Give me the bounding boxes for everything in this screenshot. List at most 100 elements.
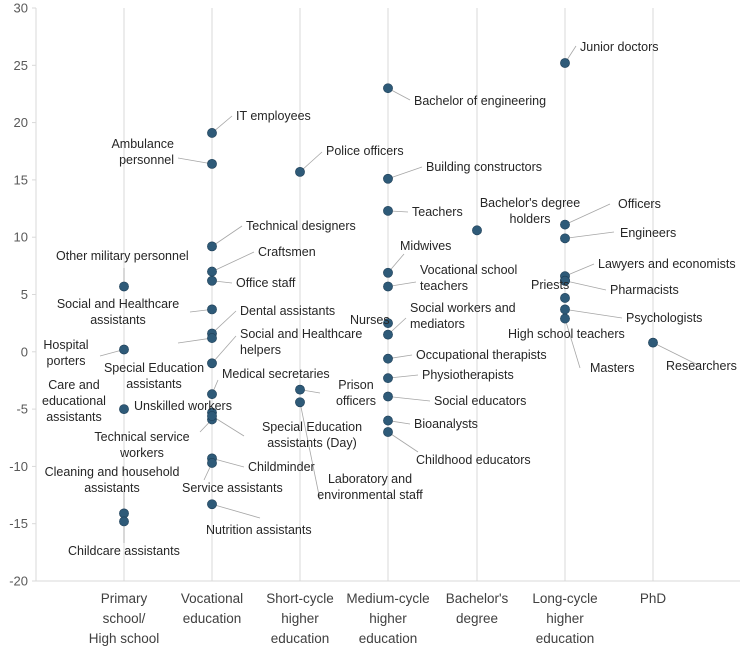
leader-line [299,402,321,501]
data-label: Pharmacists [610,283,679,297]
x-category-label: Short-cycle higher education [266,591,334,646]
x-category-label: Primary school/High school [89,591,160,646]
data-point [207,304,217,315]
data-point [560,219,570,230]
x-category-label: Vocational education [181,591,243,626]
data-label: Medical secretaries [222,367,330,381]
leader-line [564,318,581,369]
data-point [383,281,393,292]
data-label: Laboratory and environmental staff [317,472,423,502]
data-point [207,241,217,252]
data-labels: Other military personnel Hospital porters C… [42,40,737,558]
data-point [560,293,570,303]
data-label: Teachers [412,205,463,219]
data-label: Childminder [248,460,315,474]
data-label: Hospital porters [43,338,88,368]
data-point [383,329,393,340]
x-category-label: Medium-cycle higher education [346,591,429,646]
data-point [207,275,217,286]
y-tick-label: -20 [9,574,28,589]
data-point [295,384,305,395]
data-label: Social and Healthcare assistants [57,297,179,327]
data-point [560,313,570,324]
data-label: Building constructors [426,160,542,174]
data-point [207,266,217,277]
leader-line [387,166,423,180]
data-point [383,353,393,364]
data-point [207,458,217,468]
data-label: Dental assistants [240,304,335,318]
data-point [207,358,217,369]
data-label: Unskilled workers [134,399,232,413]
data-point [383,173,393,184]
leader-line [211,225,243,247]
data-label: Vocational school teachers [420,263,517,293]
data-label: Priests [531,278,569,292]
leader-line [564,231,615,239]
data-label: High school teachers [508,327,625,341]
x-category-label: Long-cycle higher education [532,591,597,646]
y-tick-label: 30 [14,1,28,16]
leader-line [211,415,245,437]
data-point [383,391,393,402]
data-point [119,281,129,292]
data-point [560,58,570,68]
leader-line [211,457,245,468]
x-category-label: Bachelor's degree [446,591,509,626]
data-label: Service assistants [182,481,283,495]
leader-line [177,337,213,344]
x-category-label: PhD [640,591,667,606]
leader-line [211,251,255,272]
data-label: Craftsmen [258,245,316,259]
data-label: Social and Healthcare helpers [240,327,362,357]
y-tick-label: -10 [9,459,28,474]
leader-line [387,396,431,402]
data-label: Psychologists [626,311,702,325]
data-label: Cleaning and household assistants [45,465,180,495]
label-leader-lines [99,45,701,543]
data-label: Engineers [620,226,676,240]
data-point [207,499,217,510]
data-label: Junior doctors [580,40,659,54]
leader-line [564,263,595,277]
data-point [207,411,217,421]
y-tick-label: 0 [21,344,28,359]
leader-line [564,309,623,319]
data-point [560,275,570,286]
y-tick-label: 10 [14,230,28,245]
leader-line [211,310,237,334]
data-label: Lawyers and economists [598,257,736,271]
data-point [383,83,393,94]
data-label: Special Education assistants (Day) [262,420,362,450]
gridlines [35,8,740,582]
data-label: Special Education assistants [104,361,204,391]
data-point [207,333,217,343]
data-label: Ambulance personnel [111,137,174,167]
y-tick-label: -5 [16,402,28,417]
data-label: Physiotherapists [422,368,514,382]
data-label: Nurses [350,313,390,327]
data-label: Bachelor's degree holders [480,196,580,226]
data-point [383,373,393,384]
leader-line [564,203,611,225]
data-point [383,205,393,216]
y-tick-label: 25 [14,58,28,73]
data-point [119,404,129,414]
y-tick-label: 20 [14,115,28,130]
data-label: Other military personnel [56,249,189,263]
data-label: Care and educational assistants [42,378,106,424]
data-point [207,389,217,400]
data-point [383,415,393,426]
data-label: Childcare assistants [68,544,180,558]
leader-line [211,335,237,364]
data-label: Occupational therapists [416,348,547,362]
data-label: Nutrition assistants [206,523,312,537]
data-point [383,427,393,437]
y-axis-ticks: -20 -15 -10 -5 0 5 10 15 20 25 30 [9,1,36,589]
data-label: Childhood educators [416,453,531,467]
data-label: Masters [590,361,634,375]
data-point [207,128,217,138]
data-point [472,225,482,236]
leader-line [211,503,261,519]
